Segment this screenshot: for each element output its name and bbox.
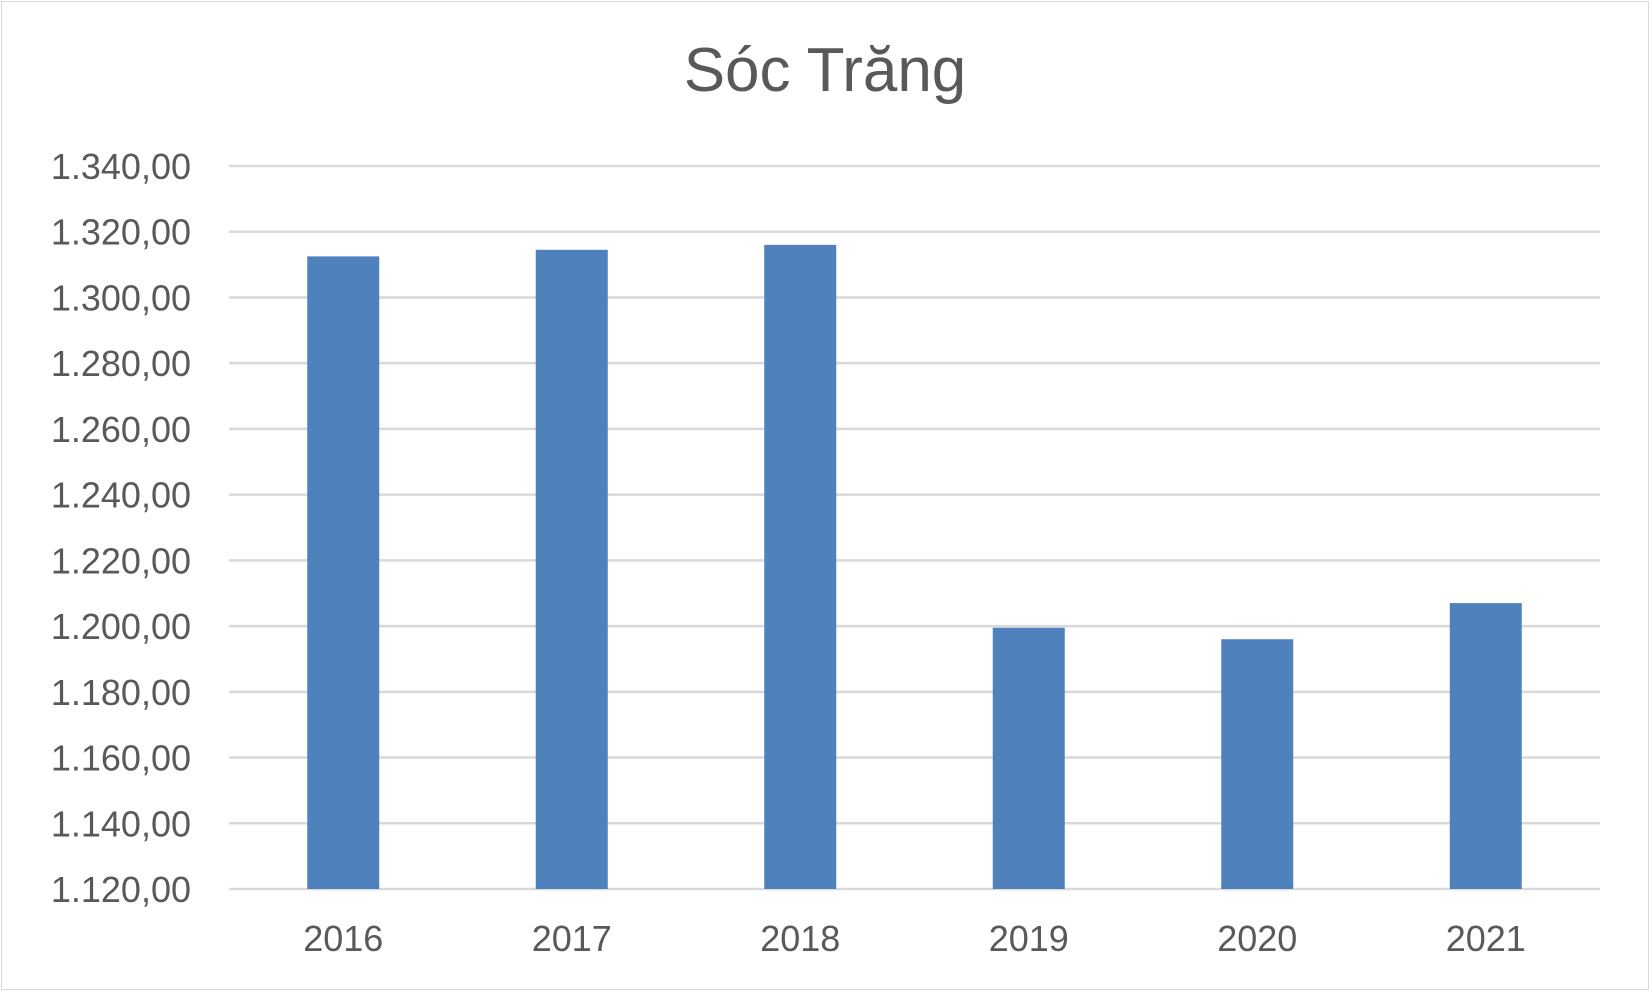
x-tick-label-2017: 2017 — [532, 918, 612, 959]
y-tick-label: 1.240,00 — [51, 475, 191, 516]
y-tick-label: 1.120,00 — [51, 869, 191, 910]
bars — [307, 244, 1522, 890]
gridlines — [229, 164, 1600, 891]
x-axis-tick-labels: 2016 2017 2018 2019 2020 2021 — [303, 918, 1526, 959]
bar-2021 — [1449, 603, 1522, 889]
y-tick-label: 1.300,00 — [51, 277, 191, 318]
y-tick-label: 1.140,00 — [51, 803, 191, 844]
y-axis-tick-labels: 1.120,00 1.140,00 1.160,00 1.180,00 1.200,00… — [51, 146, 191, 910]
y-tick-label: 1.160,00 — [51, 738, 191, 779]
x-tick-label-2016: 2016 — [303, 918, 383, 959]
y-tick-label: 1.220,00 — [51, 540, 191, 581]
chart-title: Sóc Trăng — [683, 36, 967, 105]
y-tick-label: 1.320,00 — [51, 212, 191, 253]
bar-2020 — [1221, 639, 1294, 889]
y-tick-label: 1.260,00 — [51, 409, 191, 450]
x-tick-label-2020: 2020 — [1217, 918, 1297, 959]
bar-2019 — [992, 627, 1065, 889]
x-tick-label-2018: 2018 — [760, 918, 840, 959]
y-tick-label: 1.280,00 — [51, 343, 191, 384]
y-tick-label: 1.340,00 — [51, 146, 191, 187]
x-tick-label-2019: 2019 — [989, 918, 1069, 959]
bar-2017 — [535, 249, 608, 890]
bar-2016 — [307, 256, 380, 889]
bar-2018 — [764, 244, 837, 889]
x-tick-label-2021: 2021 — [1446, 918, 1526, 959]
y-tick-label: 1.180,00 — [51, 672, 191, 713]
y-tick-label: 1.200,00 — [51, 606, 191, 647]
